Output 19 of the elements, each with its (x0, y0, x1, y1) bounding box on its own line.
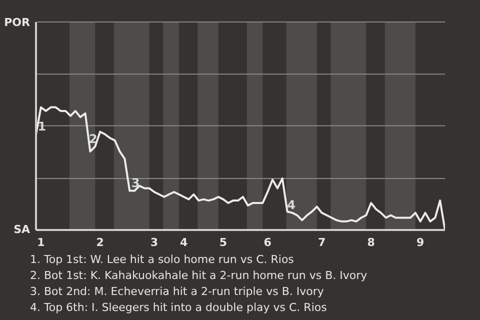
x-tick-label: 3 (150, 236, 158, 249)
text: SA (12, 223, 30, 237)
text: 4. Top 6th: I. Sleegers hit into a double play vs C. Rios (30, 300, 328, 316)
annotation: 3 (131, 176, 140, 190)
annotation: 4 (287, 198, 296, 212)
x-tick-label: 1 (37, 236, 45, 249)
x-tick-label: 4 (180, 236, 188, 249)
x-tick-label: 5 (219, 236, 228, 249)
x-tick-label: 8 (367, 236, 375, 249)
text: POR (3, 16, 30, 30)
annotation: 1 (38, 120, 46, 134)
x-tick-label: 7 (318, 236, 326, 249)
x-tick-label: 6 (264, 236, 272, 249)
x-tick-label: 2 (96, 236, 104, 249)
text: 2. Bot 1st: K. Kahakuokahale hit a 2-run home run vs B. Ivory (30, 268, 368, 284)
text: 1. Top 1st: W. Lee hit a solo home run vs C. Rios (30, 252, 295, 268)
x-tick-label: 9 (416, 236, 424, 249)
text: 3. Bot 2nd: M. Echeverria hit a 2-run triple vs B. Ivory (30, 284, 325, 300)
annotation: 2 (88, 132, 98, 146)
